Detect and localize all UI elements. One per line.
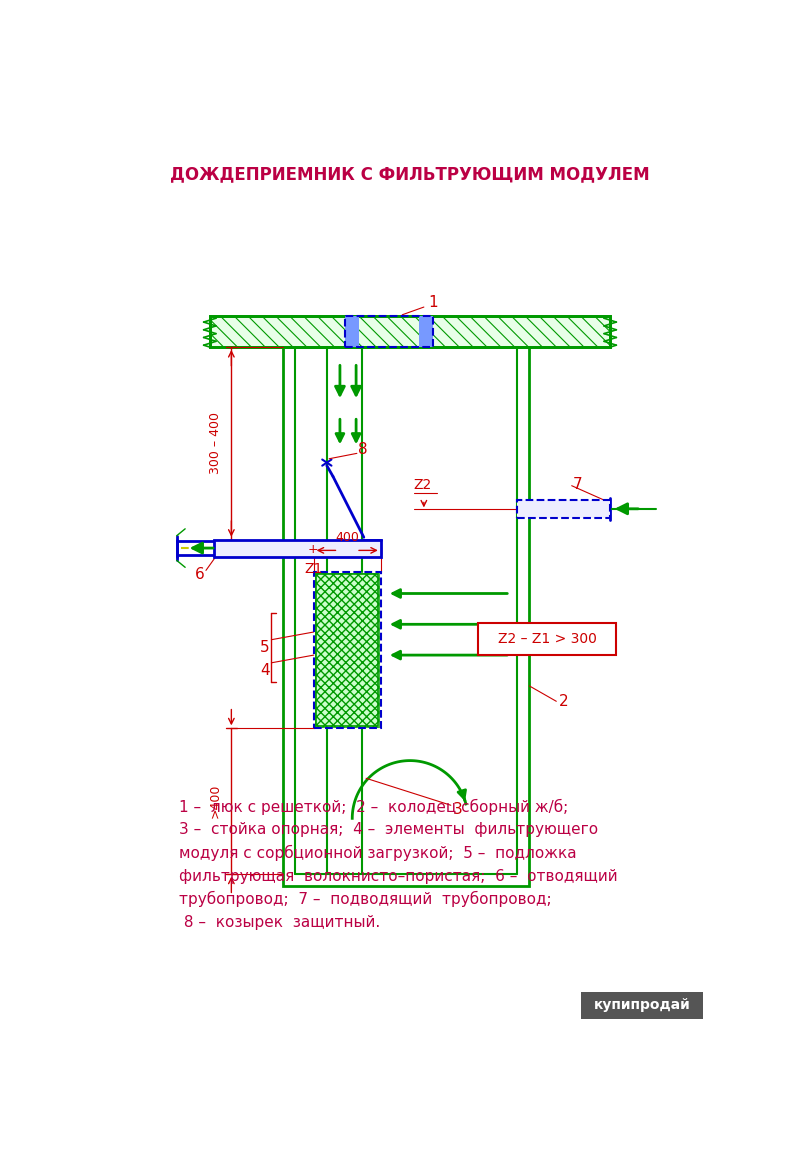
Bar bbox=[315, 573, 379, 726]
Text: 3 –  стойка опорная;  4 –  элементы  фильтрующего: 3 – стойка опорная; 4 – элементы фильтру… bbox=[179, 822, 598, 838]
Text: 4: 4 bbox=[260, 664, 270, 677]
Text: модуля с сорбционной загрузкой;  5 –  подложка: модуля с сорбционной загрузкой; 5 – подл… bbox=[179, 844, 577, 861]
Bar bbox=[214, 539, 381, 557]
Text: 300 – 400: 300 – 400 bbox=[209, 412, 222, 474]
Text: 3: 3 bbox=[452, 802, 462, 817]
Text: купипродай: купипродай bbox=[594, 999, 690, 1013]
Text: 5: 5 bbox=[260, 640, 270, 655]
Bar bbox=[210, 317, 610, 347]
Bar bbox=[283, 347, 530, 886]
Text: Z2 – Z1 > 300: Z2 – Z1 > 300 bbox=[498, 632, 597, 646]
Text: Z2: Z2 bbox=[414, 478, 432, 492]
Text: 8: 8 bbox=[358, 442, 368, 457]
Text: +: + bbox=[308, 543, 318, 556]
Text: 7: 7 bbox=[574, 477, 583, 492]
Text: 8 –  козырек  защитный.: 8 – козырек защитный. bbox=[179, 915, 380, 930]
Text: 6: 6 bbox=[194, 567, 204, 582]
Bar bbox=[419, 317, 433, 347]
Text: ДОЖДЕПРИЕМНИК С ФИЛЬТРУЮЩИМ МОДУЛЕМ: ДОЖДЕПРИЕМНИК С ФИЛЬТРУЮЩИМ МОДУЛЕМ bbox=[170, 165, 650, 183]
Text: 1: 1 bbox=[428, 295, 438, 310]
Bar bbox=[517, 500, 610, 519]
Text: трубопровод;  7 –  подводящий  трубопровод;: трубопровод; 7 – подводящий трубопровод; bbox=[179, 891, 552, 907]
Bar bbox=[346, 317, 359, 347]
Text: фильтрующая  волокнисто–пористая;  6 –  отводящий: фильтрующая волокнисто–пористая; 6 – отв… bbox=[179, 869, 618, 884]
Bar bbox=[478, 623, 616, 655]
Text: 1 –  люк с решеткой;  2 –  колодец сборный ж/б;: 1 – люк с решеткой; 2 – колодец сборный … bbox=[179, 799, 568, 814]
Text: Z1: Z1 bbox=[305, 561, 323, 575]
Bar bbox=[210, 317, 610, 347]
Text: 400: 400 bbox=[335, 531, 359, 544]
Bar bbox=[316, 574, 378, 726]
Text: 2: 2 bbox=[558, 694, 568, 709]
Text: >400: >400 bbox=[209, 784, 222, 818]
Bar bbox=[346, 317, 433, 347]
Bar bbox=[581, 992, 702, 1018]
Bar bbox=[314, 572, 381, 728]
